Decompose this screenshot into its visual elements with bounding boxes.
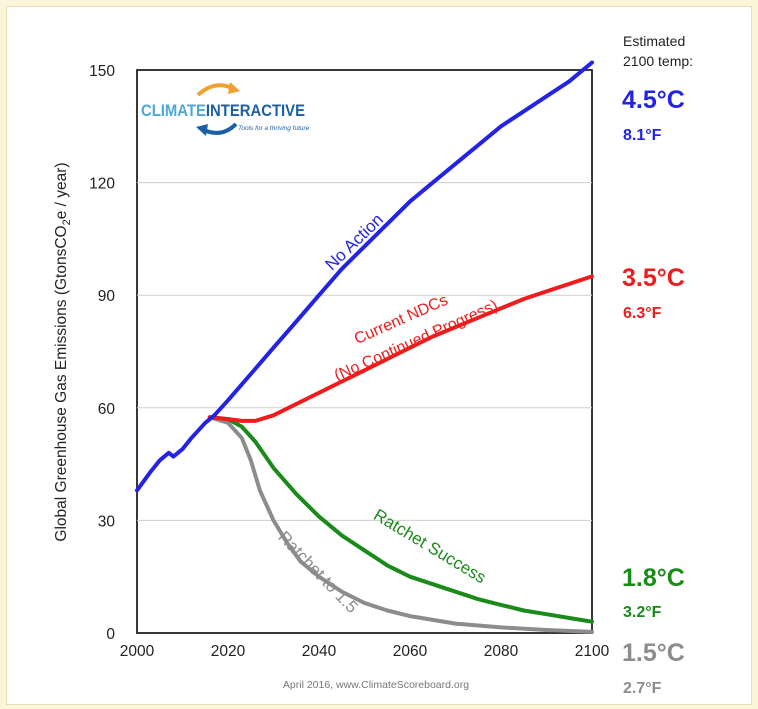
temp-no-action-c: 4.5°C <box>622 86 685 114</box>
temp-header-line1: Estimated <box>623 33 685 49</box>
y-tick-30: 30 <box>98 513 116 530</box>
logo-brand-b: INTERACTIVE <box>206 101 305 120</box>
temp-no-action-f: 8.1°F <box>623 127 662 144</box>
x-tick-2060: 2060 <box>393 643 428 660</box>
x-tick-2080: 2080 <box>484 643 519 660</box>
logo-arrow-top <box>196 83 233 97</box>
temp-ndcs-c: 3.5°C <box>622 264 685 292</box>
plot-area <box>136 69 593 634</box>
logo-tagline: Tools for a thriving future <box>238 125 310 132</box>
y-tick-0: 0 <box>106 626 115 643</box>
series-line-ratchet-success <box>207 415 594 624</box>
y-tick-90: 90 <box>98 288 116 305</box>
temp-ratchet-15-c: 1.5°C <box>622 639 685 667</box>
svg-text:CLIMATEINTERACTIVE: CLIMATEINTERACTIVE <box>141 101 305 120</box>
temp-ratchet-success-c: 1.8°C <box>622 564 685 592</box>
logo-arrow-top-head <box>228 82 240 94</box>
temp-ratchet-15-f: 2.7°F <box>623 680 662 697</box>
logo-arrow-bottom-head <box>196 124 208 136</box>
temp-header-line2: 2100 temp: <box>623 53 693 69</box>
climate-interactive-logo: CLIMATEINTERACTIVE Tools for a thriving … <box>141 82 310 136</box>
x-axis-ticks: 2000 2020 2040 2060 2080 2100 <box>120 643 610 660</box>
y-tick-150: 150 <box>89 63 115 80</box>
temp-ndcs-f: 6.3°F <box>623 305 662 322</box>
temp-ratchet-success-f: 3.2°F <box>623 604 662 621</box>
x-tick-2040: 2040 <box>302 643 337 660</box>
logo-arrow-bottom <box>203 122 238 135</box>
y-axis-ticks: 0 30 60 90 120 150 <box>89 63 115 643</box>
series-line-no-action <box>135 60 594 493</box>
x-tick-2100: 2100 <box>575 643 610 660</box>
y-axis-label: Global Greenhouse Gas Emissions (GtonsCO… <box>53 162 73 541</box>
x-tick-2000: 2000 <box>120 643 155 660</box>
gridlines <box>137 182 592 521</box>
series-lines <box>135 60 594 634</box>
logo-brand-a: CLIMATE <box>141 101 206 120</box>
x-tick-2020: 2020 <box>211 643 246 660</box>
y-tick-120: 120 <box>89 176 115 193</box>
y-tick-60: 60 <box>98 401 116 418</box>
series-line-current-ndcs-no-continued-progress <box>207 274 594 423</box>
series-line-ratchet-to-1-5 <box>207 415 594 634</box>
source-note: April 2016, www.ClimateScoreboard.org <box>283 679 469 691</box>
